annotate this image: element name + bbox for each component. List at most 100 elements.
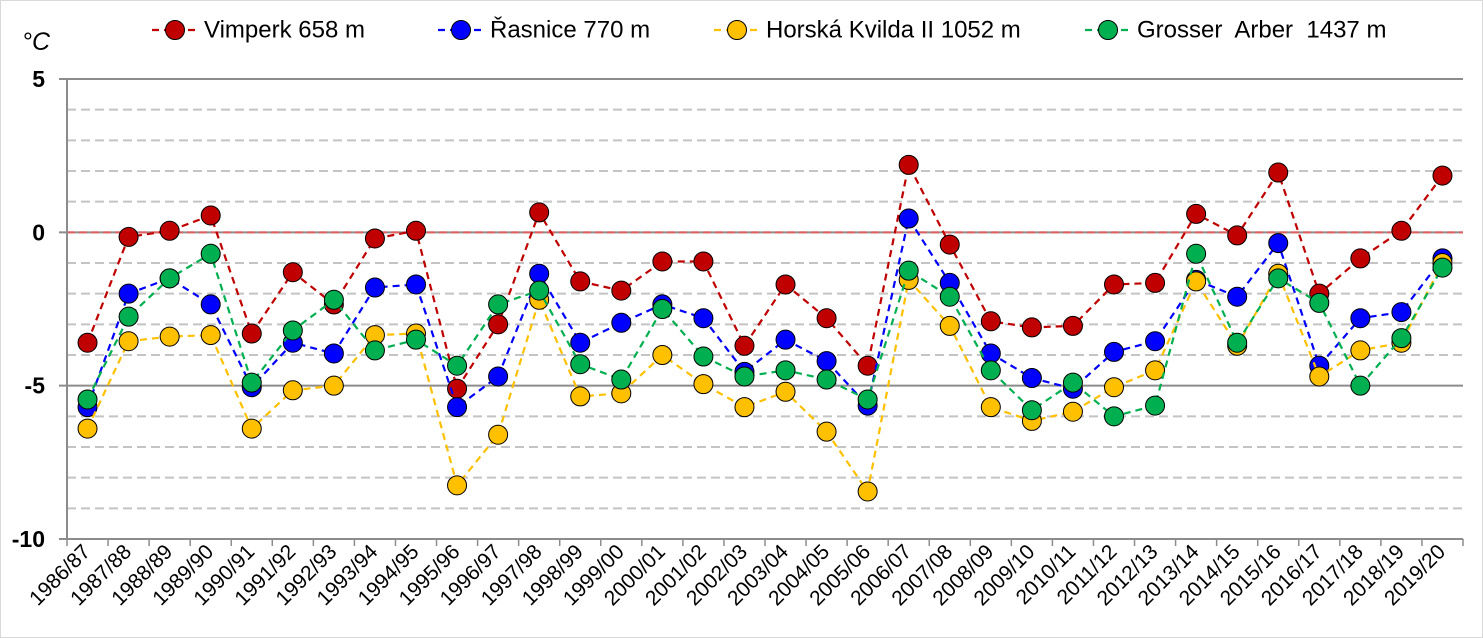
data-point-vimperk-658-m	[570, 271, 591, 292]
data-point-grosser-arber-1437-m	[488, 294, 509, 315]
data-point-grosser-arber-1437-m	[1391, 328, 1412, 349]
data-point-grosser-arber-1437-m	[1021, 400, 1042, 421]
series-line-grosser-arber-1437-m	[86, 250, 1444, 418]
data-point-vimperk-658-m	[1227, 225, 1248, 246]
legend-item-vimperk-658-m: Vimperk 658 m	[152, 17, 365, 44]
y-tick-label: -5	[25, 373, 46, 399]
data-point-grosser-arber-1437-m	[570, 354, 591, 375]
data-point-grosser-arber-1437-m	[159, 268, 180, 289]
data-point-rasnice-770-m	[1145, 331, 1166, 352]
y-axis-title: °C	[22, 28, 51, 56]
data-point-horska-kvilda-ii-1052-m	[241, 418, 262, 439]
legend-label-vimperk-658-m: Vimperk 658 m	[204, 17, 365, 44]
data-point-grosser-arber-1437-m	[816, 369, 837, 390]
data-point-grosser-arber-1437-m	[1145, 395, 1166, 416]
data-point-vimperk-658-m	[652, 251, 673, 272]
data-point-horska-kvilda-ii-1052-m	[323, 375, 344, 396]
data-point-vimperk-658-m	[734, 335, 755, 356]
data-point-grosser-arber-1437-m	[529, 280, 550, 301]
data-point-vimperk-658-m	[77, 332, 98, 353]
data-point-grosser-arber-1437-m	[611, 369, 632, 390]
data-point-rasnice-770-m	[323, 343, 344, 364]
data-point-grosser-arber-1437-m	[1186, 243, 1207, 264]
data-point-vimperk-658-m	[898, 154, 919, 175]
data-point-grosser-arber-1437-m	[693, 346, 714, 367]
data-point-grosser-arber-1437-m	[447, 355, 468, 376]
data-point-grosser-arber-1437-m	[898, 260, 919, 281]
legend-item-horska-kvilda-ii-1052-m: Horská Kvilda II 1052 m	[714, 17, 1021, 44]
data-point-horska-kvilda-ii-1052-m	[159, 326, 180, 347]
data-point-horska-kvilda-ii-1052-m	[200, 325, 221, 346]
data-point-grosser-arber-1437-m	[652, 299, 673, 319]
data-point-grosser-arber-1437-m	[323, 289, 344, 310]
data-point-horska-kvilda-ii-1052-m	[652, 345, 673, 365]
legend: Vimperk 658 m Řasnice 770 m Horská Kvilda …	[152, 17, 1386, 44]
data-point-horska-kvilda-ii-1052-m	[816, 421, 837, 442]
data-point-vimperk-658-m	[1268, 162, 1289, 183]
data-point-vimperk-658-m	[816, 308, 837, 329]
legend-marker-rasnice-770-m	[451, 20, 471, 40]
data-point-grosser-arber-1437-m	[857, 389, 878, 410]
series-rasnice-770-m	[77, 208, 1453, 418]
data-point-vimperk-658-m	[1145, 272, 1166, 293]
data-point-vimperk-658-m	[1186, 203, 1207, 224]
data-point-rasnice-770-m	[816, 351, 837, 372]
data-point-rasnice-770-m	[1104, 341, 1124, 362]
data-point-vimperk-658-m	[1391, 220, 1412, 241]
data-point-horska-kvilda-ii-1052-m	[447, 475, 468, 496]
data-point-horska-kvilda-ii-1052-m	[939, 315, 960, 336]
data-point-horska-kvilda-ii-1052-m	[570, 386, 591, 407]
data-point-vimperk-658-m	[241, 323, 262, 344]
data-point-vimperk-658-m	[529, 202, 550, 223]
series-line-rasnice-770-m	[86, 215, 1444, 409]
data-point-vimperk-658-m	[775, 274, 796, 295]
axes	[59, 79, 1464, 546]
data-point-vimperk-658-m	[939, 234, 960, 255]
data-point-grosser-arber-1437-m	[200, 243, 221, 264]
data-point-vimperk-658-m	[611, 280, 632, 301]
data-point-grosser-arber-1437-m	[282, 320, 303, 341]
legend-label-rasnice-770-m: Řasnice 770 m	[490, 17, 650, 44]
data-point-rasnice-770-m	[447, 397, 468, 418]
series-horska-kvilda-ii-1052-m	[77, 253, 1453, 502]
data-point-horska-kvilda-ii-1052-m	[1186, 271, 1207, 292]
legend-item-rasnice-770-m: Řasnice 770 m	[438, 17, 650, 44]
data-point-horska-kvilda-ii-1052-m	[1309, 366, 1330, 387]
legend-marker-vimperk-658-m	[165, 20, 185, 40]
data-point-vimperk-658-m	[1021, 317, 1042, 338]
series-grosser-arber-1437-m	[77, 243, 1453, 427]
data-point-horska-kvilda-ii-1052-m	[857, 481, 878, 502]
data-point-rasnice-770-m	[898, 208, 919, 229]
data-point-horska-kvilda-ii-1052-m	[1145, 360, 1166, 381]
data-point-grosser-arber-1437-m	[1350, 375, 1371, 396]
data-point-horska-kvilda-ii-1052-m	[1104, 377, 1124, 398]
data-point-horska-kvilda-ii-1052-m	[488, 424, 509, 445]
data-point-rasnice-770-m	[1350, 308, 1371, 329]
legend-item-grosser-arber-1437-m: Grosser Arber 1437 m	[1085, 17, 1386, 44]
legend-label-horska-kvilda-ii-1052-m: Horská Kvilda II 1052 m	[766, 17, 1021, 44]
data-point-rasnice-770-m	[1268, 233, 1289, 254]
data-point-grosser-arber-1437-m	[1104, 406, 1124, 427]
y-tick-label: 0	[32, 219, 45, 245]
data-point-vimperk-658-m	[282, 262, 303, 283]
data-point-horska-kvilda-ii-1052-m	[693, 374, 714, 395]
data-point-grosser-arber-1437-m	[980, 360, 1001, 381]
legend-marker-horska-kvilda-ii-1052-m	[727, 20, 747, 40]
data-point-rasnice-770-m	[693, 308, 714, 329]
data-point-grosser-arber-1437-m	[1268, 268, 1289, 289]
data-point-grosser-arber-1437-m	[775, 360, 796, 381]
data-point-vimperk-658-m	[1350, 248, 1371, 269]
data-point-rasnice-770-m	[529, 263, 550, 284]
data-point-vimperk-658-m	[1432, 165, 1453, 186]
legend-label-grosser-arber-1437-m: Grosser Arber 1437 m	[1137, 17, 1386, 44]
data-point-vimperk-658-m	[200, 205, 221, 226]
data-point-grosser-arber-1437-m	[364, 340, 385, 361]
data-point-rasnice-770-m	[570, 332, 591, 353]
data-point-rasnice-770-m	[364, 277, 385, 298]
data-point-horska-kvilda-ii-1052-m	[282, 380, 303, 401]
data-point-vimperk-658-m	[406, 220, 426, 241]
data-point-vimperk-658-m	[364, 228, 385, 249]
data-point-horska-kvilda-ii-1052-m	[1062, 401, 1083, 422]
